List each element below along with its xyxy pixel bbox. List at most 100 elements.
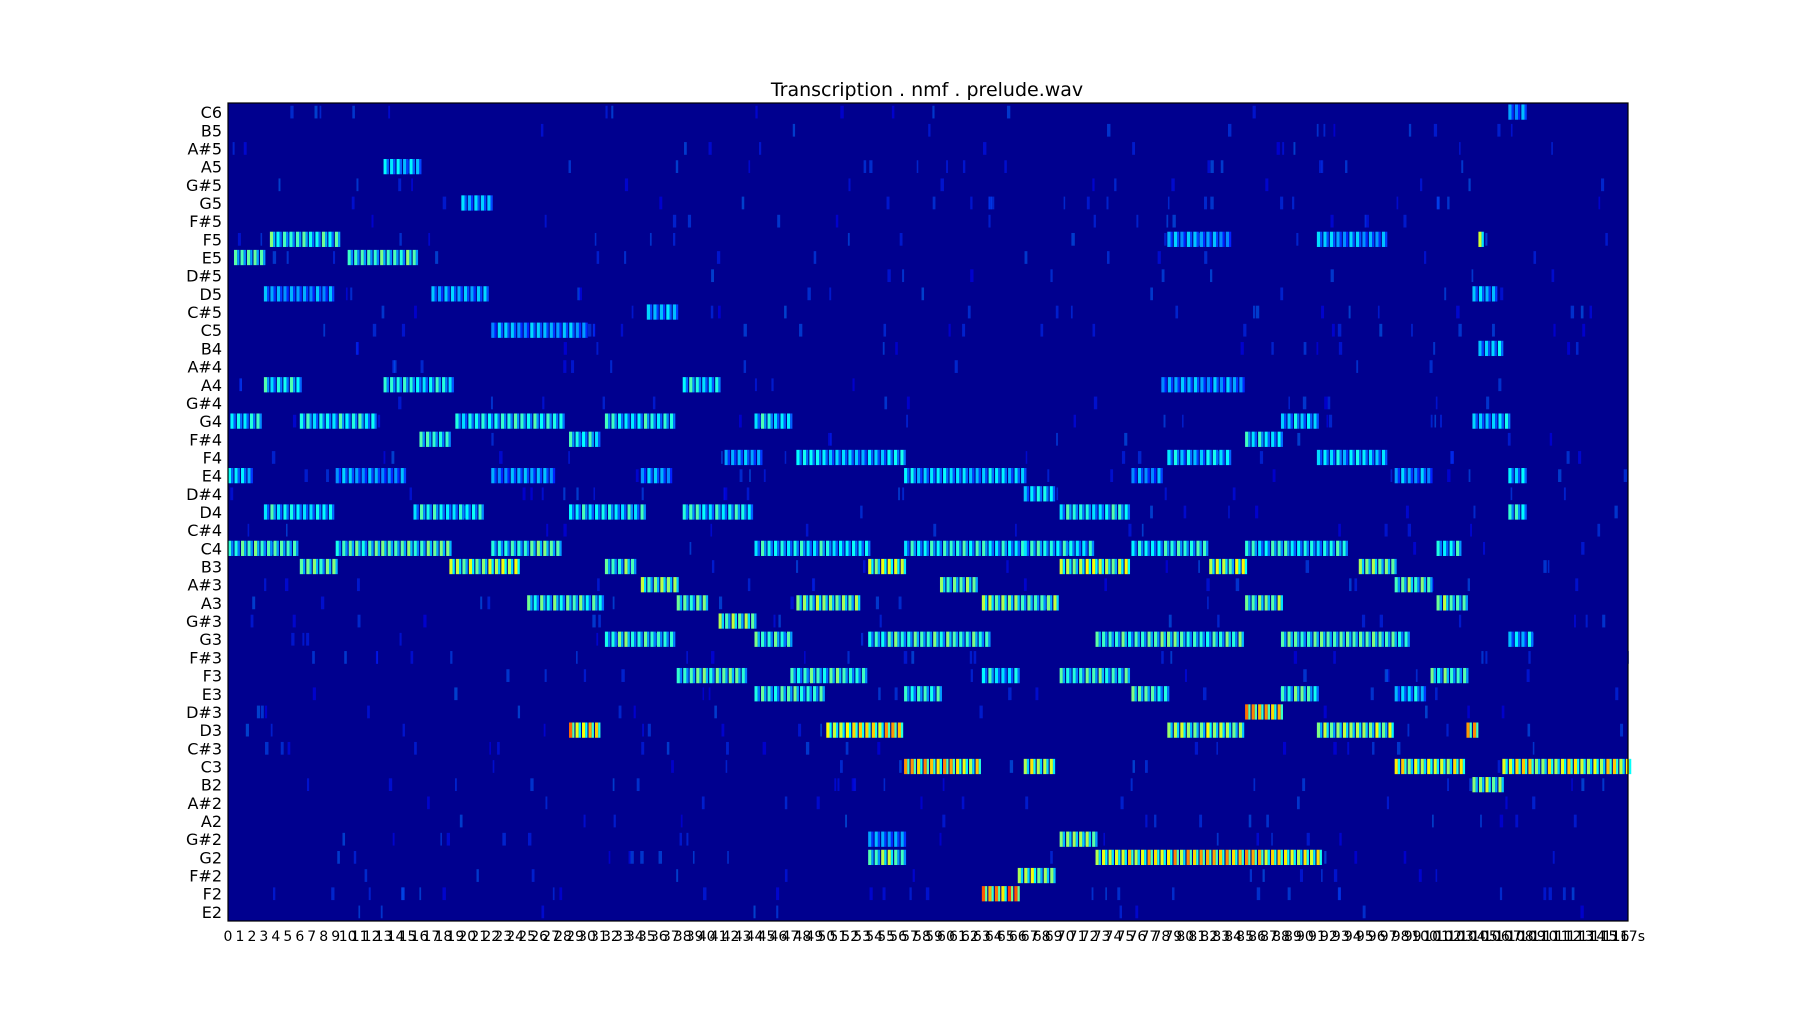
note-onset <box>913 631 917 647</box>
note-onset <box>273 540 277 556</box>
note-onset <box>390 158 394 175</box>
noise-streak <box>454 778 457 792</box>
note-onset <box>715 504 719 520</box>
note-onset <box>1053 595 1057 611</box>
note-onset <box>566 595 570 611</box>
noise-streak <box>743 323 747 337</box>
noise-streak <box>633 705 636 719</box>
note-decay <box>1114 667 1118 684</box>
note-onset <box>1450 667 1454 684</box>
note-decay <box>968 631 972 647</box>
x-tick-label: 0 <box>224 929 233 945</box>
note-decay <box>1339 540 1342 556</box>
note-decay <box>543 595 546 611</box>
note-segment-a3 <box>527 595 605 611</box>
noise-streak <box>243 142 247 155</box>
note-decay <box>832 595 835 611</box>
note-decay <box>517 413 520 429</box>
note-onset <box>601 504 605 520</box>
note-decay <box>770 540 773 556</box>
y-tick-label: C5 <box>201 321 222 340</box>
note-onset <box>1401 577 1405 593</box>
note-onset <box>809 449 813 466</box>
note-onset <box>1095 849 1099 866</box>
note-decay <box>1316 631 1319 647</box>
note-decay <box>816 540 819 556</box>
note-decay <box>1345 540 1348 556</box>
note-decay <box>335 413 338 429</box>
noise-streak <box>1456 305 1460 319</box>
noise-streak <box>1386 669 1390 682</box>
note-onset <box>930 468 934 484</box>
note-decay <box>1501 340 1504 357</box>
note-decay <box>1488 413 1491 429</box>
note-decay <box>1027 867 1030 884</box>
note-decay <box>1320 231 1323 247</box>
note-onset <box>1163 540 1168 556</box>
noise-streak <box>272 251 277 264</box>
note-decay <box>809 540 812 556</box>
note-decay <box>1011 595 1014 611</box>
noise-streak <box>887 269 891 283</box>
note-onset <box>562 322 566 338</box>
note-onset <box>471 504 476 520</box>
note-decay <box>1231 558 1235 575</box>
noise-streak <box>593 487 596 501</box>
noise-streak <box>1420 178 1423 192</box>
note-onset <box>520 413 524 429</box>
noise-streak <box>1165 560 1168 573</box>
note-decay <box>1505 758 1508 775</box>
note-onset <box>634 504 638 520</box>
noise-streak <box>1055 305 1059 319</box>
note-onset <box>1024 867 1028 884</box>
note-onset <box>943 468 947 484</box>
note-decay <box>698 504 702 520</box>
note-decay <box>692 504 695 520</box>
noise-streak <box>1114 178 1117 192</box>
note-onset <box>647 577 651 593</box>
note-decay <box>1352 231 1355 247</box>
note-decay <box>1075 504 1079 520</box>
x-tick-label: 50 <box>817 929 835 945</box>
note-onset <box>988 468 992 484</box>
noise-streak <box>1384 669 1388 682</box>
noise-streak <box>1014 523 1017 537</box>
note-onset <box>1173 231 1178 247</box>
note-decay <box>1190 722 1193 738</box>
note-onset <box>744 449 748 466</box>
note-onset <box>874 849 878 866</box>
note-decay <box>803 540 806 556</box>
note-decay <box>390 468 394 484</box>
noise-streak <box>711 560 715 573</box>
noise-streak <box>1562 887 1566 901</box>
note-onset <box>969 540 973 556</box>
note-onset <box>1427 758 1431 775</box>
note-segment-e3 <box>904 686 942 702</box>
note-onset <box>1456 667 1460 684</box>
note-decay <box>1524 631 1527 647</box>
note-decay <box>237 249 240 266</box>
noise-streak <box>1570 305 1575 319</box>
note-onset <box>494 413 498 429</box>
note-onset <box>1043 758 1047 775</box>
note-onset <box>1238 849 1242 866</box>
note-decay <box>608 558 611 575</box>
note-onset <box>1310 540 1314 556</box>
note-decay <box>897 449 900 466</box>
note-decay <box>624 504 627 520</box>
note-onset <box>702 504 706 520</box>
note-onset <box>1456 540 1460 556</box>
note-decay <box>1456 758 1459 775</box>
note-decay <box>1459 595 1462 611</box>
note-decay <box>962 577 965 593</box>
noise-streak <box>1614 505 1618 519</box>
note-onset <box>332 558 336 575</box>
note-onset <box>1362 449 1366 466</box>
note-onset <box>416 377 420 393</box>
note-onset <box>887 558 891 575</box>
noise-streak <box>407 160 411 173</box>
note-decay <box>591 431 594 447</box>
x-tick-label: 48 <box>793 929 811 945</box>
noise-streak <box>1551 269 1555 283</box>
